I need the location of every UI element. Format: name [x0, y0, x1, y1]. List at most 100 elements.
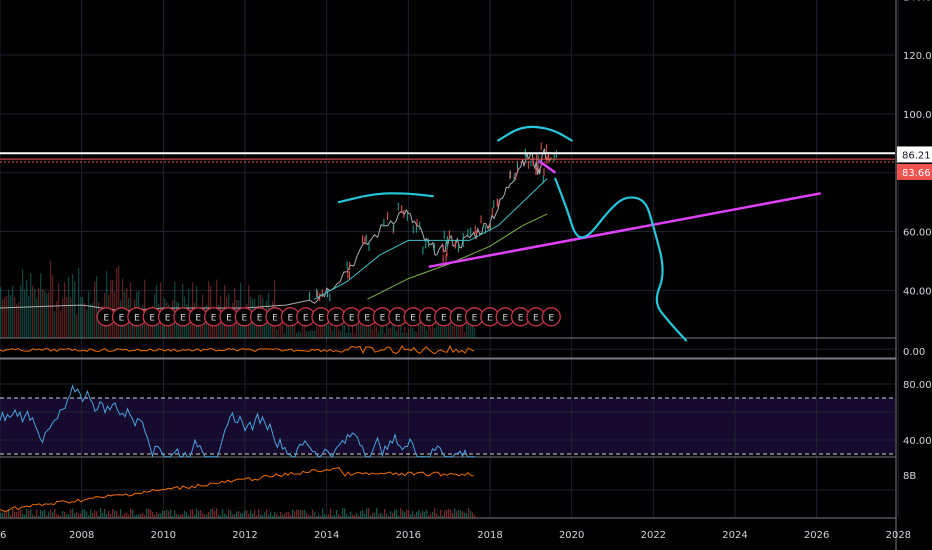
volume-pane-bar [294, 511, 296, 518]
volume-pane-bar [14, 511, 16, 518]
volume-pane-bar [168, 510, 170, 518]
volume-bar [346, 332, 348, 338]
volume-pane-bar [366, 508, 368, 518]
volume-bar [132, 315, 134, 338]
volume-bar [32, 285, 34, 338]
volume-bar [60, 310, 62, 338]
volume-pane-bar [86, 511, 88, 518]
volume-pane-bar [268, 514, 270, 518]
y-tick-label: 140.00 [903, 0, 932, 3]
volume-pane-bar [452, 513, 454, 518]
volume-pane-bar [118, 515, 120, 518]
volume-bar [396, 330, 398, 338]
volume-pane-bar [210, 509, 212, 518]
volume-bar [338, 328, 340, 338]
rsi-tick-label: 40.00 [903, 436, 932, 447]
volume-bar [382, 322, 384, 338]
volume-pane-bar [356, 513, 358, 518]
volume-pane-bar [248, 513, 250, 518]
price-label-bg [897, 146, 932, 163]
volume-pane-bar [208, 511, 210, 518]
oscillator-line [0, 344, 475, 355]
y-tick-label: 120.00 [903, 51, 932, 62]
earnings-marker-label: E [426, 313, 432, 323]
volume-pane-bar [422, 510, 424, 518]
volume-bar [288, 320, 290, 338]
volume-pane-bar [214, 511, 216, 518]
x-tick-label: 2024 [722, 530, 747, 541]
volume-pane-bar [188, 515, 190, 518]
volume-bar [348, 318, 350, 338]
volume-pane-bar [438, 515, 440, 518]
volume-pane-bar [360, 510, 362, 518]
volume-bar [436, 319, 438, 338]
earnings-marker-label: E [548, 313, 554, 323]
volume-bar [350, 332, 352, 338]
short-arrow-drawing[interactable] [538, 159, 557, 174]
volume-bar [394, 316, 396, 338]
volume-bar [408, 328, 410, 338]
volume-pane-bar [348, 515, 350, 518]
volume-bar [460, 316, 462, 338]
volume-bar [340, 330, 342, 338]
volume-pane-bar [436, 512, 438, 518]
volume-bar [8, 290, 10, 338]
earnings-marker-label: E [518, 313, 524, 323]
moving-average-line [314, 178, 548, 300]
volume-bar [410, 320, 412, 338]
volume-pane-bar [474, 515, 476, 518]
volume-pane-bar [218, 514, 220, 518]
volume-bar [20, 285, 22, 338]
volume-bar [282, 321, 284, 338]
volume-pane-bar [458, 509, 460, 518]
volume-pane-bar [318, 513, 320, 518]
earnings-marker-label: E [226, 313, 232, 323]
volume-pane-bar [414, 514, 416, 518]
volume-pane-bar [122, 515, 124, 518]
volume-bar [398, 318, 400, 338]
trendline-drawing[interactable] [428, 192, 821, 269]
volume-bar [2, 299, 4, 338]
volume-pane-bar [432, 511, 434, 518]
volume-pane-bar [202, 512, 204, 518]
volume-pane-bar [4, 510, 6, 518]
freehand-drawing[interactable] [497, 125, 573, 142]
volume-bar [174, 281, 176, 338]
volume-bar [374, 321, 376, 338]
volume-pane-bar [144, 515, 146, 518]
volume-pane-bar [300, 509, 302, 518]
volume-bar [376, 326, 378, 338]
volume-pane-bar [338, 514, 340, 518]
volume-bar [466, 313, 468, 338]
volume-pane-bar [174, 510, 176, 518]
volume-bar [430, 321, 432, 338]
volume-bar [72, 274, 74, 338]
volume-bar [74, 281, 76, 338]
volume-bar [360, 313, 362, 338]
freehand-drawing[interactable] [554, 177, 688, 342]
volume-pane-bar [226, 514, 228, 518]
volume-pane-bar [410, 513, 412, 518]
volume-bar [106, 271, 108, 338]
freehand-drawing[interactable] [337, 192, 434, 204]
volume-bar [308, 331, 310, 338]
volume-pane-bar [264, 512, 266, 518]
volume-bar [418, 318, 420, 338]
volume-pane-bar [28, 510, 30, 518]
volume-bar [298, 330, 300, 338]
volume-bar [310, 330, 312, 338]
volume-bar [86, 309, 88, 338]
volume-bar [162, 314, 164, 338]
volume-bar [296, 332, 298, 338]
volume-pane-bar [20, 509, 22, 518]
volume-pane-bar [224, 513, 226, 518]
volume-pane-bar [446, 509, 448, 518]
volume-bar [312, 330, 314, 338]
volume-bar [330, 323, 332, 338]
volume-bar [26, 280, 28, 338]
x-tick-label: 06 [0, 530, 6, 541]
earnings-marker-label: E [502, 313, 508, 323]
volume-bar [464, 332, 466, 338]
volume-bar [16, 304, 18, 338]
volume-pane-bar [278, 515, 280, 518]
